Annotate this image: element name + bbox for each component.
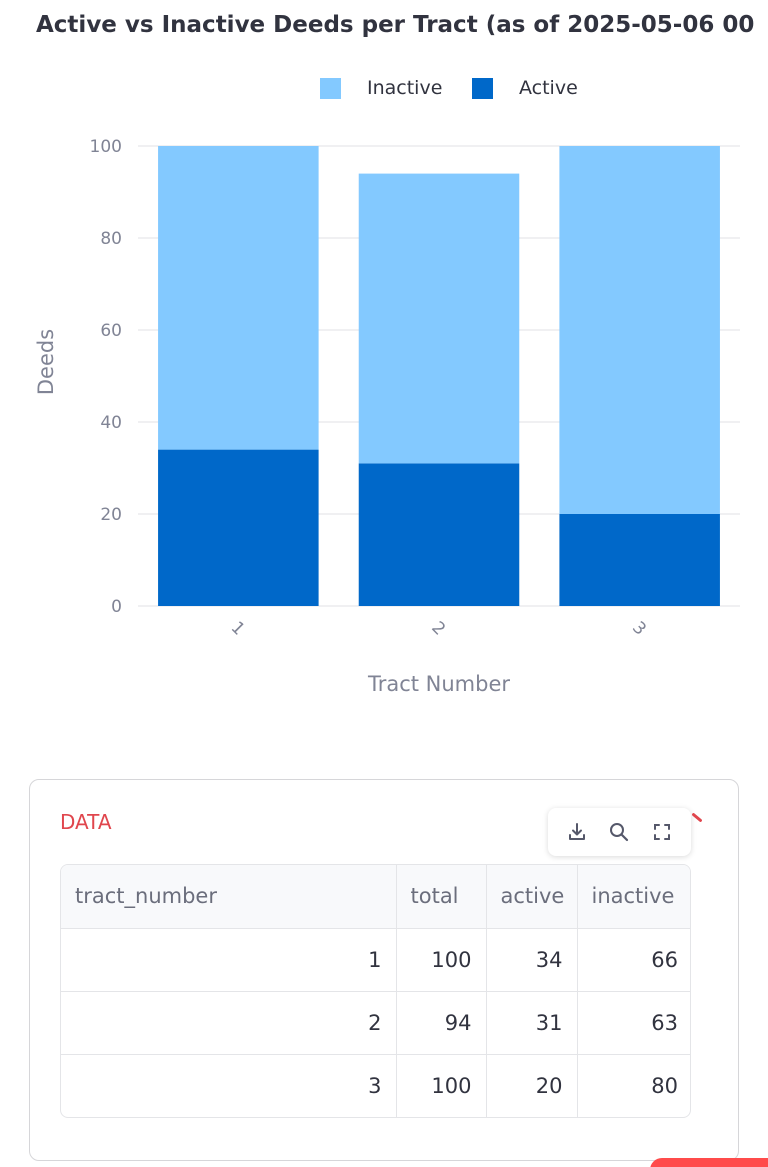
y-axis-title: Deeds xyxy=(34,329,58,395)
table-cell[interactable]: 94 xyxy=(396,991,487,1055)
column-header-active[interactable]: active xyxy=(486,865,578,929)
legend-item-inactive[interactable]: Inactive xyxy=(320,72,442,104)
y-tick-label: 60 xyxy=(100,321,122,341)
legend-swatch-inactive xyxy=(320,77,341,99)
data-panel-label: DATA xyxy=(60,810,112,834)
column-header-total[interactable]: total xyxy=(396,865,487,929)
table-cell[interactable]: 1 xyxy=(61,928,397,992)
column-header-inactive[interactable]: inactive xyxy=(577,865,690,929)
chart-legend: Inactive Active xyxy=(0,72,768,104)
table-cell[interactable]: 3 xyxy=(61,1054,397,1117)
floating-action-edge[interactable] xyxy=(650,1158,768,1167)
table-cell[interactable]: 34 xyxy=(486,928,578,992)
table-row[interactable]: 3 100 20 80 xyxy=(61,1054,690,1117)
bar-inactive-tract-3[interactable] xyxy=(559,146,720,514)
table-row[interactable]: 1 100 34 66 xyxy=(61,928,690,992)
legend-label-inactive: Inactive xyxy=(367,77,443,99)
legend-item-active[interactable]: Active xyxy=(472,72,578,104)
search-icon[interactable] xyxy=(606,819,632,845)
bar-chart[interactable]: 0 20 40 60 80 100 1 2 3 Tract Number Deeds xyxy=(0,120,768,720)
x-tick-label: 2 xyxy=(427,618,449,640)
column-header-tract-number[interactable]: tract_number xyxy=(61,865,397,929)
bar-active-tract-2[interactable] xyxy=(358,463,520,606)
table-cell[interactable]: 31 xyxy=(486,991,578,1055)
table-toolbar xyxy=(548,808,691,856)
y-tick-label: 80 xyxy=(100,229,122,249)
legend-label-active: Active xyxy=(519,77,578,99)
bar-inactive-tract-1[interactable] xyxy=(158,146,319,450)
status-mark xyxy=(691,812,703,823)
table-row[interactable]: 2 94 31 63 xyxy=(61,991,690,1055)
data-table[interactable]: tract_number total active inactive 1 100… xyxy=(60,864,691,1118)
y-tick-label: 0 xyxy=(111,597,122,617)
legend-swatch-active xyxy=(472,77,493,99)
table-cell[interactable]: 2 xyxy=(61,991,397,1055)
x-tick-label: 3 xyxy=(628,618,650,640)
y-tick-label: 20 xyxy=(100,505,122,525)
fullscreen-icon[interactable] xyxy=(649,819,675,845)
table-cell[interactable]: 20 xyxy=(486,1054,578,1117)
table-cell[interactable]: 80 xyxy=(651,1073,678,1098)
x-tick-label: 1 xyxy=(227,618,249,640)
table-cell[interactable]: 100 xyxy=(396,1054,487,1117)
bar-inactive-tract-2[interactable] xyxy=(358,173,520,464)
chart-title: Active vs Inactive Deeds per Tract (as o… xyxy=(36,12,756,38)
y-tick-label: 100 xyxy=(90,137,122,157)
table-cell[interactable]: 63 xyxy=(577,991,690,1055)
table-cell[interactable]: 66 xyxy=(577,928,690,992)
y-tick-label: 40 xyxy=(100,413,122,433)
download-icon[interactable] xyxy=(564,819,590,845)
bar-active-tract-3[interactable] xyxy=(559,514,720,606)
bar-active-tract-1[interactable] xyxy=(158,449,319,606)
table-header-row: tract_number total active inactive xyxy=(61,865,690,929)
table-cell[interactable]: 100 xyxy=(396,928,487,992)
x-axis-title: Tract Number xyxy=(367,672,510,696)
data-panel: DATA tract_numbe xyxy=(29,779,739,1161)
